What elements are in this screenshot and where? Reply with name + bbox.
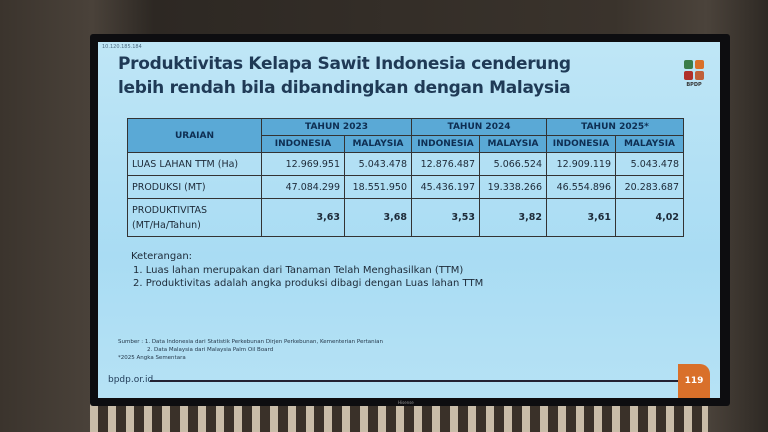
cell: 5.043.478	[344, 152, 412, 176]
footer-url: bpdp.or.id	[108, 375, 154, 385]
header-country: MALAYSIA	[479, 135, 547, 153]
cell: 46.554.896	[546, 175, 616, 199]
cell: 18.551.950	[344, 175, 412, 199]
cell: 12.876.487	[411, 152, 480, 176]
productivity-table: URAIAN TAHUN 2023 TAHUN 2024 TAHUN 2025*…	[127, 118, 684, 237]
row-label: PRODUKSI (MT)	[127, 175, 262, 199]
monitor-brand: Hisense	[398, 400, 414, 405]
note-item: 1. Luas lahan merupakan dari Tanaman Tel…	[133, 264, 464, 276]
cell: 45.436.197	[411, 175, 480, 199]
header-uraian: URAIAN	[127, 118, 262, 153]
presentation-slide: 10.120.185.184 Produktivitas Kelapa Sawi…	[98, 42, 720, 398]
cell: 47.084.299	[261, 175, 345, 199]
cell: 3,53	[411, 198, 480, 237]
cell: 19.338.266	[479, 175, 547, 199]
row-label-line: PRODUKTIVITAS	[132, 204, 208, 216]
row-label-line: (MT/Ha/Tahun)	[132, 219, 201, 231]
cell: 3,63	[261, 198, 345, 237]
cell: 3,68	[344, 198, 412, 237]
slide-title: Produktivitas Kelapa Sawit Indonesia cen…	[118, 52, 571, 100]
cell: 3,82	[479, 198, 547, 237]
bpdp-logo: BPDP	[682, 60, 706, 88]
sources: Sumber : 1. Data Indonesia dari Statisti…	[118, 338, 383, 362]
source-line: Sumber : 1. Data Indonesia dari Statisti…	[118, 339, 383, 345]
table-row: PRODUKSI (MT) 47.084.299 18.551.950 45.4…	[127, 175, 684, 199]
source-line: *2025 Angka Sementara	[118, 355, 186, 361]
cell: 4,02	[615, 198, 684, 237]
row-label: PRODUKTIVITAS (MT/Ha/Tahun)	[127, 198, 262, 237]
cell: 3,61	[546, 198, 616, 237]
title-line-2: lebih rendah bila dibandingkan dengan Ma…	[118, 78, 571, 98]
cell: 12.969.951	[261, 152, 345, 176]
note-item: 2. Produktivitas adalah angka produksi d…	[133, 278, 484, 289]
cell: 12.909.119	[546, 152, 616, 176]
logo-text: BPDP	[686, 82, 702, 88]
header-country: INDONESIA	[261, 135, 345, 153]
header-country: MALAYSIA	[344, 135, 412, 153]
title-line-1: Produktivitas Kelapa Sawit Indonesia cen…	[118, 54, 571, 74]
notes-heading: Keterangan:	[131, 251, 193, 262]
notes: Keterangan: 1. Luas lahan merupakan dari…	[131, 250, 483, 291]
cell: 5.043.478	[615, 152, 684, 176]
row-label: LUAS LAHAN TTM (Ha)	[127, 152, 262, 176]
header-year: TAHUN 2025*	[546, 118, 684, 136]
page-number: 119	[678, 364, 710, 398]
table-row: LUAS LAHAN TTM (Ha) 12.969.951 5.043.478…	[127, 152, 684, 176]
table-row: PRODUKTIVITAS (MT/Ha/Tahun) 3,63 3,68 3,…	[127, 198, 684, 237]
header-year: TAHUN 2024	[411, 118, 547, 136]
cell: 5.066.524	[479, 152, 547, 176]
wall-slats	[90, 402, 708, 432]
header-country: INDONESIA	[411, 135, 480, 153]
header-country: MALAYSIA	[615, 135, 684, 153]
cell: 20.283.687	[615, 175, 684, 199]
footer-divider	[150, 380, 678, 382]
header-year: TAHUN 2023	[261, 118, 412, 136]
header-country: INDONESIA	[546, 135, 616, 153]
source-line: 2. Data Malaysia dari Malaysia Palm Oil …	[147, 347, 274, 353]
ip-label: 10.120.185.184	[102, 44, 142, 50]
